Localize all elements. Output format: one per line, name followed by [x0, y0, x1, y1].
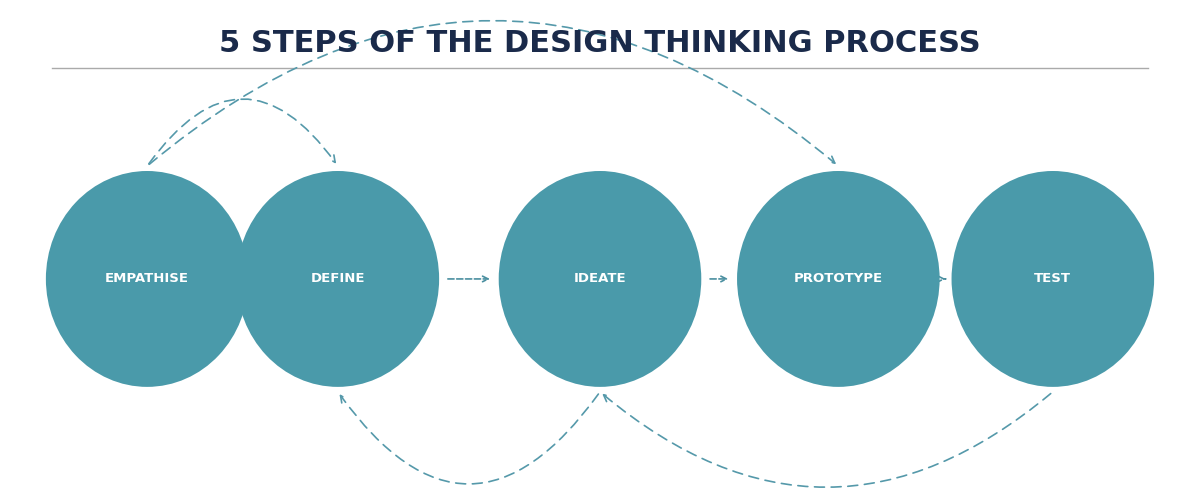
Text: PROTOTYPE: PROTOTYPE: [793, 272, 883, 285]
Ellipse shape: [236, 171, 439, 387]
Ellipse shape: [952, 171, 1154, 387]
Text: 5 STEPS OF THE DESIGN THINKING PROCESS: 5 STEPS OF THE DESIGN THINKING PROCESS: [220, 29, 980, 58]
Ellipse shape: [737, 171, 940, 387]
Text: EMPATHISE: EMPATHISE: [106, 272, 190, 285]
Text: IDEATE: IDEATE: [574, 272, 626, 285]
Text: TEST: TEST: [1034, 272, 1072, 285]
Ellipse shape: [499, 171, 701, 387]
Text: DEFINE: DEFINE: [311, 272, 365, 285]
Ellipse shape: [46, 171, 248, 387]
